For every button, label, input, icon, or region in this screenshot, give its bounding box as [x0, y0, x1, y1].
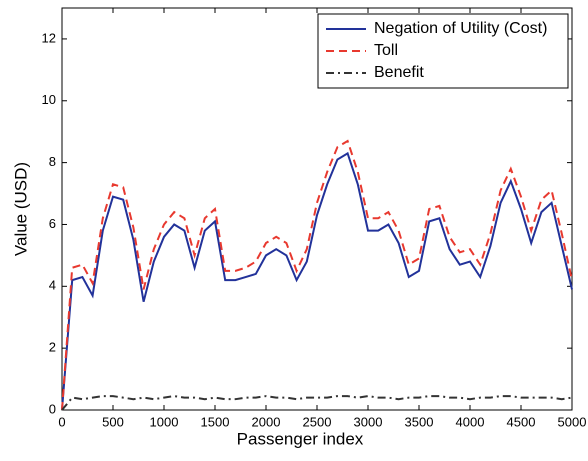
- legend-label: Negation of Utility (Cost): [374, 20, 547, 37]
- y-tick-label: 0: [49, 401, 56, 416]
- data-line: [61, 395, 573, 411]
- data-line: [61, 139, 573, 411]
- x-axis-label: Passenger index: [237, 429, 364, 448]
- legend-label: Toll: [374, 42, 398, 59]
- x-tick-label: 1000: [150, 414, 179, 429]
- x-tick-label: 5000: [558, 414, 587, 429]
- x-tick-label: 1500: [201, 414, 230, 429]
- x-tick-label: 3000: [354, 414, 383, 429]
- y-tick-label: 8: [49, 154, 56, 169]
- y-tick-label: 12: [42, 30, 56, 45]
- y-tick-label: 6: [49, 216, 56, 231]
- x-tick-label: 4500: [507, 414, 536, 429]
- y-tick-label: 2: [49, 340, 56, 355]
- data-line: [61, 151, 573, 411]
- y-tick-label: 10: [42, 92, 56, 107]
- x-tick-label: 4000: [456, 414, 485, 429]
- legend-label: Benefit: [374, 64, 424, 81]
- x-tick-label: 0: [58, 414, 65, 429]
- y-tick-label: 4: [49, 278, 56, 293]
- x-tick-label: 3500: [405, 414, 434, 429]
- x-tick-label: 2500: [303, 414, 332, 429]
- x-tick-label: 2000: [252, 414, 281, 429]
- x-tick-label: 500: [102, 414, 124, 429]
- y-axis-label: Value (USD): [11, 162, 30, 256]
